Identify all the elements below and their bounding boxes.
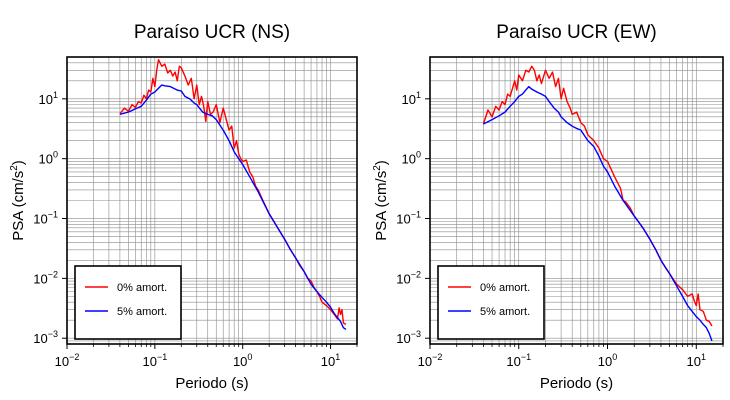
y-axis-label-main: PSA (cm/s bbox=[373, 171, 390, 241]
y-tick-base: 10 bbox=[396, 212, 410, 227]
x-tick-base: 10 bbox=[418, 354, 432, 369]
y-tick-exp: −3 bbox=[411, 329, 421, 339]
y-axis-label-main: PSA (cm/s bbox=[10, 171, 27, 241]
y-axis-label-sup: 2 bbox=[9, 165, 20, 171]
y-tick-base: 10 bbox=[402, 152, 416, 167]
chart-panel-ns: Paraíso UCR (NS)10−2 10−1 100 10110−310−210… bbox=[9, 22, 358, 392]
x-tick-label: 10−1 bbox=[506, 352, 531, 369]
y-tick-label: 101 bbox=[39, 90, 58, 107]
x-tick-base: 10 bbox=[598, 354, 612, 369]
x-tick-label: 101 bbox=[321, 352, 340, 369]
x-tick-base: 10 bbox=[55, 354, 69, 369]
y-axis-label-end: ) bbox=[10, 160, 27, 165]
y-tick-label: 101 bbox=[402, 90, 421, 107]
series-line-undamped bbox=[119, 59, 347, 326]
legend-label: 0% amort. bbox=[117, 282, 167, 294]
y-tick-label: 100 bbox=[39, 150, 58, 167]
y-tick-base: 10 bbox=[33, 331, 47, 346]
y-tick-exp: 0 bbox=[53, 150, 58, 160]
series-line-damped bbox=[119, 84, 347, 331]
x-tick-label: 100 bbox=[233, 352, 252, 369]
y-tick-exp: 0 bbox=[416, 150, 421, 160]
x-tick-label: 10−2 bbox=[418, 352, 443, 369]
x-tick-base: 10 bbox=[321, 354, 335, 369]
x-tick-base: 10 bbox=[142, 354, 156, 369]
x-tick-exp: 1 bbox=[335, 352, 340, 362]
y-tick-exp: −1 bbox=[48, 210, 58, 220]
y-tick-label: 10−3 bbox=[33, 329, 58, 346]
legend: 0% amort. 5% amort. bbox=[74, 265, 182, 340]
y-tick-label: 10−1 bbox=[33, 210, 58, 227]
x-tick-exp: 0 bbox=[612, 352, 617, 362]
x-tick-exp: 0 bbox=[247, 352, 252, 362]
x-tick-label: 10−2 bbox=[55, 352, 80, 369]
x-tick-label: 101 bbox=[687, 352, 706, 369]
legend: 0% amort. 5% amort. bbox=[437, 265, 545, 340]
x-tick-base: 10 bbox=[506, 354, 520, 369]
plot-frame bbox=[66, 56, 358, 345]
y-tick-base: 10 bbox=[39, 92, 53, 107]
legend-label: 5% amort. bbox=[480, 306, 530, 318]
y-tick-label: 10−2 bbox=[396, 269, 421, 286]
x-tick-label: 100 bbox=[598, 352, 617, 369]
y-tick-exp: 1 bbox=[53, 90, 58, 100]
x-tick-exp: −2 bbox=[69, 352, 79, 362]
x-tick-base: 10 bbox=[687, 354, 701, 369]
x-tick-label: 10−1 bbox=[142, 352, 167, 369]
y-axis-label: PSA (cm/s2) bbox=[372, 160, 390, 241]
y-tick-base: 10 bbox=[402, 92, 416, 107]
y-tick-label: 10−3 bbox=[396, 329, 421, 346]
y-axis-label-end: ) bbox=[373, 160, 390, 165]
y-tick-base: 10 bbox=[396, 331, 410, 346]
y-tick-exp: −3 bbox=[48, 329, 58, 339]
y-tick-base: 10 bbox=[396, 271, 410, 286]
legend-label: 0% amort. bbox=[480, 282, 530, 294]
y-axis-label-sup: 2 bbox=[372, 165, 383, 171]
y-tick-exp: 1 bbox=[416, 90, 421, 100]
x-axis-label: Periodo (s) bbox=[175, 375, 248, 392]
y-tick-label: 10−2 bbox=[33, 269, 58, 286]
y-tick-label: 10−1 bbox=[396, 210, 421, 227]
y-tick-exp: −2 bbox=[411, 269, 421, 279]
chart-title: Paraíso UCR (NS) bbox=[134, 22, 290, 43]
x-axis-label: Periodo (s) bbox=[540, 375, 613, 392]
legend-label: 5% amort. bbox=[117, 306, 167, 318]
chart-panel-ew: Paraíso UCR (EW)10−2 10−1 100 10110−310−210… bbox=[372, 22, 724, 392]
series-line-damped bbox=[483, 85, 713, 342]
y-axis-label: PSA (cm/s2) bbox=[9, 160, 27, 241]
y-tick-base: 10 bbox=[33, 271, 47, 286]
x-tick-exp: −1 bbox=[521, 352, 531, 362]
chart-title: Paraíso UCR (EW) bbox=[496, 22, 656, 43]
y-tick-base: 10 bbox=[39, 152, 53, 167]
y-tick-label: 100 bbox=[402, 150, 421, 167]
legend-box bbox=[74, 265, 182, 340]
y-tick-base: 10 bbox=[33, 212, 47, 227]
x-tick-exp: −1 bbox=[157, 352, 167, 362]
x-tick-exp: 1 bbox=[701, 352, 706, 362]
legend-box bbox=[437, 265, 545, 340]
plot-frame bbox=[429, 56, 724, 345]
series-line-undamped bbox=[482, 65, 713, 327]
y-tick-exp: −2 bbox=[48, 269, 58, 279]
x-tick-base: 10 bbox=[233, 354, 247, 369]
x-tick-exp: −2 bbox=[432, 352, 442, 362]
y-tick-exp: −1 bbox=[411, 210, 421, 220]
